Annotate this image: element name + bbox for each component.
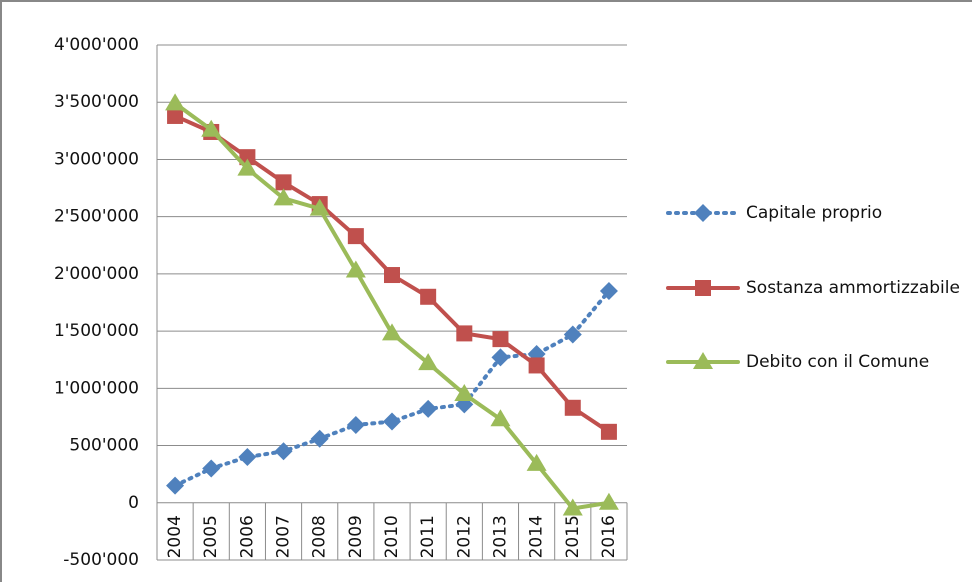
marker: [275, 174, 292, 191]
y-tick-label: 1'500'000: [54, 321, 139, 341]
legend-label: Sostanza ammortizzabile: [746, 278, 960, 298]
x-tick-label: 2010: [382, 515, 402, 558]
marker: [165, 93, 186, 111]
marker: [274, 442, 293, 461]
x-tick-label: 2011: [418, 515, 438, 558]
x-tick-label: 2013: [490, 515, 510, 558]
x-tick-label: 2016: [599, 515, 619, 558]
marker: [384, 267, 400, 284]
marker: [598, 492, 619, 510]
legend-label: Debito con il Comune: [746, 352, 930, 372]
y-tick-label: 3'000'000: [54, 149, 139, 169]
marker: [491, 348, 510, 367]
y-tick-label: 3'500'000: [54, 92, 139, 112]
marker: [490, 409, 511, 427]
y-tick-label: 2'500'000: [54, 207, 139, 227]
x-tick-label: 2008: [310, 515, 330, 558]
marker: [239, 149, 256, 166]
marker: [382, 323, 402, 341]
marker: [456, 325, 473, 342]
y-tick-label: -500'000: [63, 550, 139, 570]
marker: [383, 412, 401, 431]
marker: [310, 429, 329, 448]
marker: [309, 198, 330, 216]
x-tick-label: 2009: [346, 515, 366, 558]
marker: [273, 188, 294, 206]
y-tick-label: 2'000'000: [54, 264, 139, 284]
marker: [600, 423, 617, 440]
marker: [345, 260, 366, 278]
marker: [419, 399, 438, 418]
y-tick-label: 500'000: [69, 436, 139, 456]
x-tick-label: 2006: [237, 515, 257, 558]
marker: [420, 288, 437, 305]
marker: [695, 280, 711, 296]
x-tick-label: 2007: [274, 515, 294, 558]
marker: [238, 448, 257, 466]
x-tick-label: 2005: [201, 515, 221, 558]
marker: [347, 228, 364, 245]
marker: [564, 399, 581, 416]
marker: [526, 453, 547, 471]
x-tick-label: 2004: [165, 515, 185, 558]
legend-label: Capitale proprio: [746, 203, 883, 223]
marker: [346, 415, 365, 434]
marker: [492, 331, 509, 348]
marker: [693, 352, 713, 369]
marker: [599, 282, 618, 301]
marker: [563, 325, 582, 344]
x-tick-label: 2012: [454, 515, 474, 558]
y-tick-label: 1'000'000: [54, 378, 139, 398]
marker: [237, 158, 258, 176]
x-tick-label: 2014: [527, 515, 547, 558]
marker: [166, 476, 185, 495]
y-tick-label: 0: [128, 493, 139, 513]
marker: [528, 357, 545, 374]
marker: [694, 204, 712, 222]
marker: [201, 119, 222, 137]
marker: [454, 384, 475, 402]
marker: [167, 107, 184, 124]
marker: [418, 353, 439, 371]
x-tick-label: 2015: [563, 515, 583, 558]
y-tick-label: 4'000'000: [54, 35, 139, 55]
marker: [202, 459, 221, 478]
marker: [562, 498, 583, 516]
